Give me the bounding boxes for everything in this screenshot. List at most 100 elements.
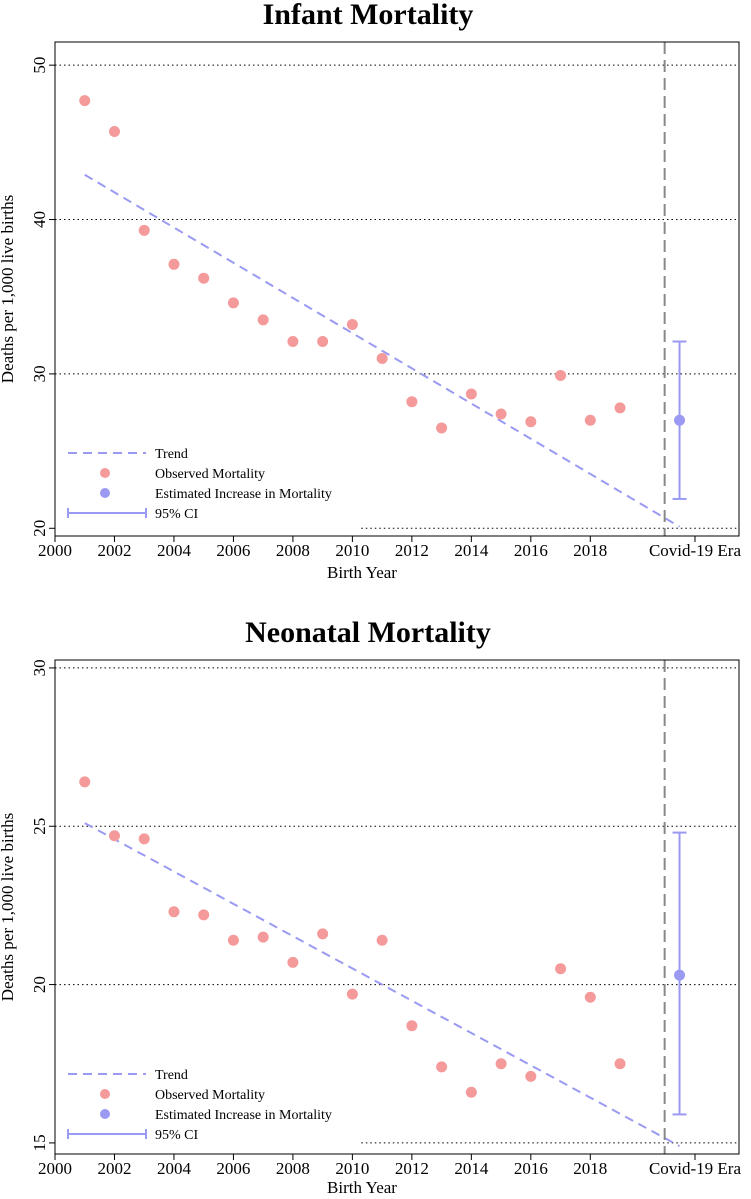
observed-point: [525, 416, 537, 428]
chart-title: Neonatal Mortality: [245, 616, 491, 649]
y-tick-label: 30: [30, 659, 49, 676]
x-tick-label: 2004: [157, 1159, 192, 1178]
observed-point: [525, 1070, 537, 1082]
legend-observed-label: Observed Mortality: [155, 1088, 265, 1103]
x-tick-label: 2002: [97, 541, 131, 560]
legend-ci-swatch: [67, 508, 147, 518]
observed-point: [406, 396, 418, 408]
observed-point: [555, 369, 567, 381]
grid-lines: [55, 64, 739, 529]
x-tick-label: 2016: [514, 541, 548, 560]
y-axis-ticks: 20 30 40 50: [30, 57, 55, 537]
y-tick-label: 40: [30, 211, 49, 228]
trend-line: [84, 822, 680, 1147]
legend: Trend Observed Mortality Estimated Incre…: [67, 1068, 332, 1143]
y-axis-label: Deaths per 1,000 live births: [0, 195, 17, 383]
y-tick-label: 20: [30, 976, 49, 993]
legend-estimate-label: Estimated Increase in Mortality: [155, 1108, 332, 1123]
legend: Trend Observed Mortality Estimated Incre…: [67, 447, 332, 522]
y-tick-label: 20: [30, 520, 49, 537]
legend-observed-swatch: [100, 468, 110, 478]
legend-ci-label: 95% CI: [155, 1128, 199, 1143]
x-tick-label: 2008: [276, 1159, 310, 1178]
trend-line: [84, 173, 681, 528]
x-tick-label: 2006: [216, 1159, 250, 1178]
observed-points: [79, 776, 626, 1098]
x-tick-label: 2004: [157, 541, 192, 560]
observed-point: [79, 95, 91, 107]
x-axis-label: Birth Year: [327, 563, 397, 582]
x-tick-label: 2006: [216, 541, 250, 560]
x-tick-label: 2010: [335, 541, 369, 560]
covid-era-tick-label: Covid-19 Era: [649, 1159, 742, 1178]
observed-point: [317, 928, 329, 940]
observed-point: [287, 956, 299, 968]
infant-mortality-panel: Infant Mortality 2000 2002 2004 2006 2008 201…: [0, 0, 741, 582]
observed-point: [346, 319, 358, 331]
x-tick-label: 2008: [276, 541, 310, 560]
observed-point: [406, 1020, 418, 1032]
observed-points: [79, 95, 626, 434]
observed-point: [376, 352, 388, 364]
plot-frame: [54, 659, 740, 1155]
observed-point: [465, 388, 477, 400]
observed-point: [555, 963, 567, 975]
observed-point: [495, 408, 507, 420]
observed-point: [614, 1058, 626, 1070]
covid-era-tick-label: Covid-19 Era: [649, 541, 742, 560]
x-axis-label: Birth Year: [327, 1178, 397, 1197]
observed-point: [257, 314, 269, 326]
x-tick-label: 2016: [514, 1159, 548, 1178]
trend-line-group: [84, 173, 681, 528]
observed-point: [436, 422, 448, 434]
observed-point: [108, 830, 120, 842]
estimate-point: [674, 414, 686, 426]
observed-point: [465, 1086, 477, 1098]
x-tick-label: 2014: [454, 1159, 489, 1178]
y-tick-label: 25: [30, 818, 49, 835]
observed-point: [317, 335, 329, 347]
estimate-point: [674, 969, 686, 981]
legend-ci-label: 95% CI: [155, 507, 199, 522]
observed-point: [79, 776, 91, 788]
x-tick-label: 2018: [573, 1159, 607, 1178]
observed-point: [257, 931, 269, 943]
observed-point: [495, 1058, 507, 1070]
legend-ci-swatch: [67, 1129, 147, 1139]
observed-point: [138, 833, 150, 845]
observed-point: [584, 991, 596, 1003]
observed-point: [227, 297, 239, 309]
x-tick-label: 2012: [395, 541, 429, 560]
legend-trend-label: Trend: [155, 1068, 188, 1083]
y-axis-label: Deaths per 1,000 live births: [0, 813, 17, 1001]
legend-estimate-swatch: [100, 488, 110, 498]
observed-point: [346, 988, 358, 1000]
observed-point: [376, 934, 388, 946]
legend-estimate-swatch: [100, 1109, 110, 1119]
legend-trend-label: Trend: [155, 447, 188, 462]
confidence-interval-group: [672, 831, 687, 1116]
neonatal-mortality-panel: Neonatal Mortality 2000 2002 2004 2006 2008 2…: [0, 616, 741, 1197]
observed-point: [198, 272, 210, 284]
observed-point: [168, 258, 180, 270]
legend-observed-swatch: [100, 1089, 110, 1099]
x-tick-label: 2000: [38, 1159, 72, 1178]
observed-point: [138, 224, 150, 236]
x-tick-label: 2000: [38, 541, 72, 560]
x-tick-label: 2014: [454, 541, 489, 560]
legend-estimate-label: Estimated Increase in Mortality: [155, 487, 332, 502]
grid-lines: [55, 667, 739, 1144]
y-tick-label: 50: [30, 57, 49, 74]
x-tick-label: 2018: [573, 541, 607, 560]
chart-title: Infant Mortality: [263, 0, 474, 31]
observed-point: [168, 906, 180, 918]
observed-point: [108, 126, 120, 138]
legend-observed-label: Observed Mortality: [155, 467, 265, 482]
observed-point: [198, 909, 210, 921]
y-axis-ticks: 15 20 25 30: [30, 659, 55, 1151]
confidence-interval-group: [672, 340, 687, 500]
x-tick-label: 2002: [97, 1159, 131, 1178]
observed-point: [584, 414, 596, 426]
observed-point: [227, 934, 239, 946]
